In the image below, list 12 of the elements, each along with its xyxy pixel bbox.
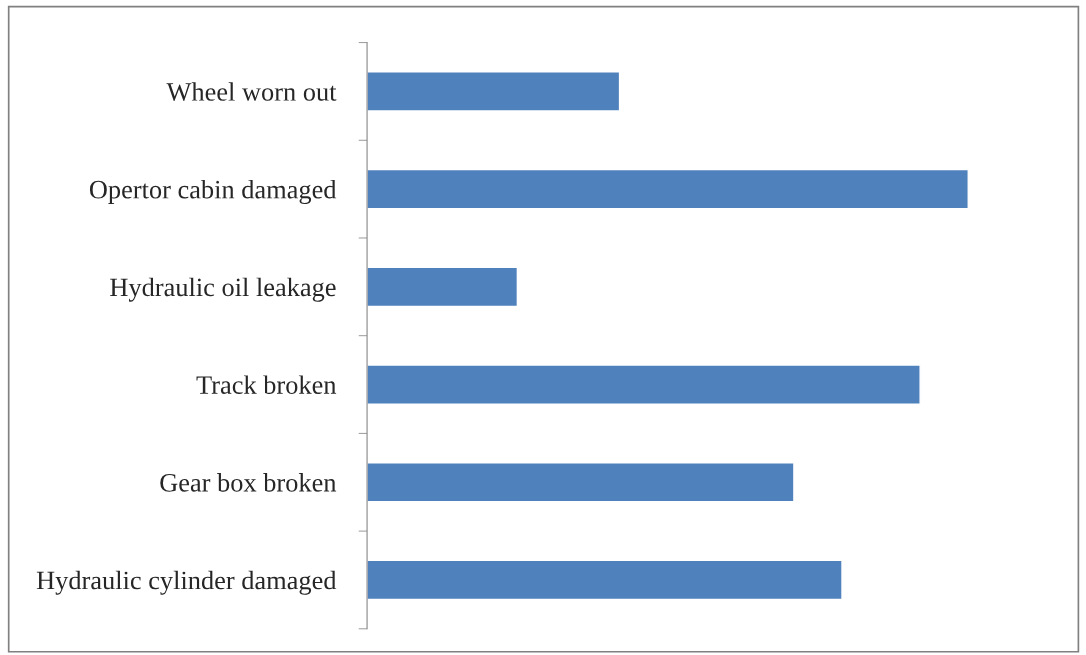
- y-tick-label: Wheel worn out: [166, 82, 337, 101]
- y-tick-label: Opertor cabin damaged: [89, 179, 337, 204]
- y-tick-label: Hydraulic oil leakage: [110, 277, 336, 302]
- y-tick-label: Hydraulic cylinder damaged: [36, 570, 337, 595]
- y-tick-label: Track broken: [196, 375, 337, 394]
- bar: [367, 364, 921, 405]
- bar: [367, 462, 795, 503]
- bar: [367, 559, 843, 601]
- y-tick-label: Gear box broken: [160, 473, 337, 492]
- bar: [367, 168, 969, 210]
- bar: [367, 71, 621, 112]
- bar: [367, 266, 519, 308]
